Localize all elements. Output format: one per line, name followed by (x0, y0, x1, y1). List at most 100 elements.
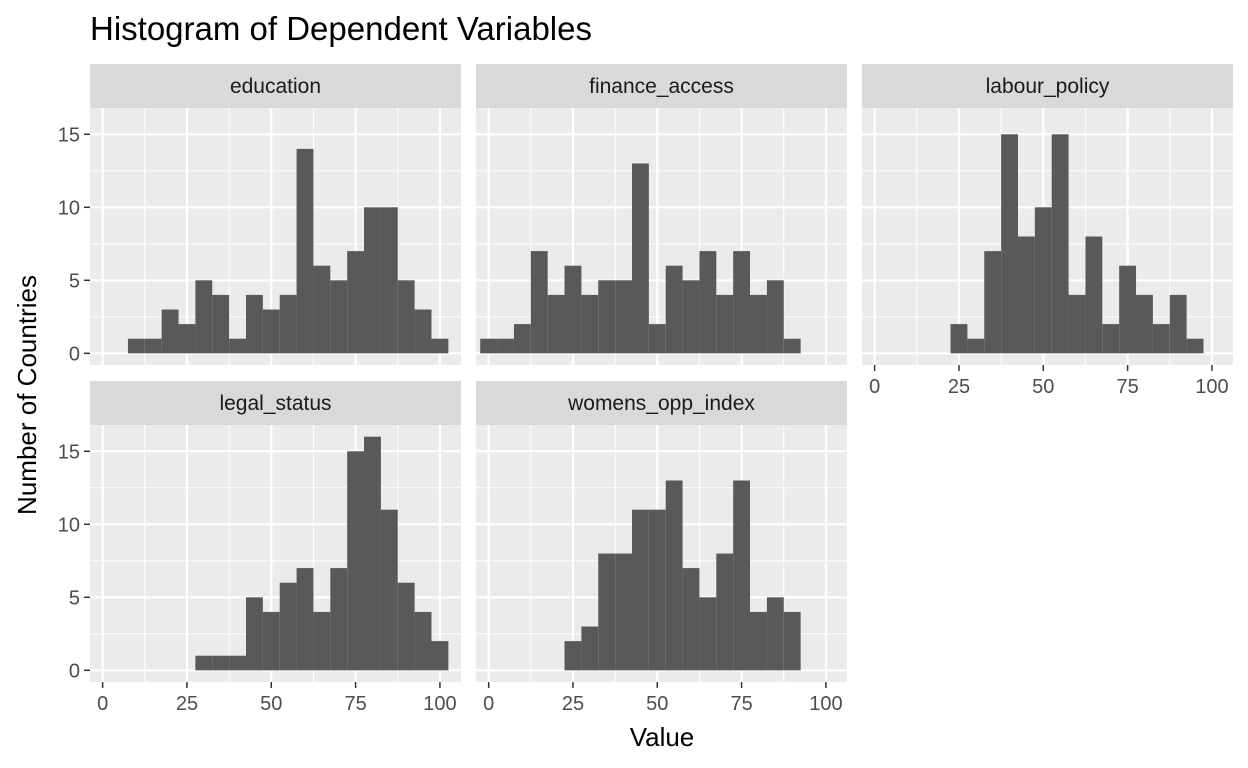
histogram-bar (245, 597, 263, 671)
histogram-bar (1085, 236, 1103, 354)
histogram-bar (195, 280, 213, 354)
facet-strip (476, 381, 847, 425)
x-axis-title: Value (630, 722, 695, 752)
histogram-bar (648, 324, 666, 354)
histogram-bar (161, 309, 179, 354)
histogram-bar (347, 451, 365, 671)
histogram-bar (682, 280, 700, 354)
histogram-bar (950, 324, 968, 354)
facet-strip (476, 64, 847, 108)
x-tick-label: 50 (646, 693, 668, 715)
histogram-bar (750, 611, 767, 671)
facet-strip-label: womens_opp_index (567, 392, 755, 415)
histogram-bar (1034, 207, 1052, 354)
histogram-bar (783, 338, 801, 354)
histogram-bar (984, 251, 1002, 354)
histogram-bar (682, 568, 700, 671)
histogram-bar (296, 568, 314, 671)
x-tick-label: 25 (948, 376, 970, 398)
y-tick-label: 5 (69, 587, 80, 609)
facet-education: education 0 5 10 15 (58, 64, 461, 365)
histogram-bar (530, 251, 548, 354)
facet-strip-label: finance_access (589, 75, 734, 98)
histogram-bar (631, 509, 649, 671)
histogram-bar (195, 655, 213, 671)
y-tick-label: 15 (58, 124, 80, 146)
histogram-bar (480, 338, 498, 354)
y-tick-label: 15 (58, 441, 80, 463)
histogram-bar (699, 251, 717, 354)
histogram-bar (716, 294, 734, 354)
histogram-bar (347, 251, 365, 354)
facet-strip (90, 381, 461, 425)
x-tick-label: 75 (344, 693, 366, 715)
facet-strip-label: labour_policy (986, 75, 1110, 98)
histogram-bar (598, 553, 616, 671)
histogram-bar (699, 597, 717, 671)
histogram-bar (279, 582, 297, 671)
histogram-bar (262, 611, 280, 671)
histogram-bar (967, 338, 985, 354)
facet-womens-opp-index: womens_opp_index 0 25 50 75 100 (476, 381, 847, 715)
x-tick-label: 50 (260, 693, 282, 715)
histogram-bar (212, 655, 230, 671)
histogram-bar (615, 280, 632, 354)
y-tick-label: 0 (69, 343, 80, 365)
x-tick-label: 25 (562, 693, 584, 715)
y-tick-label: 10 (58, 514, 80, 536)
histogram-bar (615, 553, 632, 671)
histogram-bar (330, 280, 348, 354)
histogram-bar (1051, 134, 1069, 354)
histogram-bar (414, 611, 432, 671)
x-tick-label: 100 (423, 693, 456, 715)
histogram-bar (1119, 265, 1137, 354)
histogram-bar (1152, 324, 1170, 354)
x-tick-label: 0 (97, 693, 108, 715)
histogram-bar (581, 294, 599, 354)
histogram-bar (598, 280, 616, 354)
facet-labour-policy: labour_policy 0 25 50 75 100 (862, 64, 1233, 398)
x-tick-label: 25 (176, 693, 198, 715)
histogram-bar (1169, 294, 1187, 354)
histogram-bar (380, 207, 398, 354)
x-tick-label: 0 (483, 693, 494, 715)
histogram-bar (212, 294, 230, 354)
histogram-bar (229, 655, 246, 671)
histogram-bar (431, 641, 449, 671)
y-axis-title: Number of Countries (12, 275, 42, 515)
histogram-bar (1186, 338, 1204, 354)
histogram-bar (380, 509, 398, 671)
facet-finance-access: finance_access (476, 64, 847, 365)
histogram-bar (665, 480, 683, 671)
histogram-bar (547, 294, 565, 354)
histogram-bar (513, 324, 531, 354)
histogram-bar (733, 480, 751, 671)
histogram-bar (497, 338, 514, 354)
histogram-bar (564, 265, 582, 354)
histogram-bar (581, 626, 599, 671)
histogram-bar (178, 324, 196, 354)
histogram-bar (733, 251, 751, 354)
facet-legal-status: legal_status 0 5 10 15 0 25 50 75 100 (58, 381, 461, 715)
x-tick-label: 100 (1195, 376, 1228, 398)
facet-strip-label: education (230, 75, 321, 98)
histogram-bar (144, 338, 162, 354)
histogram-bar (766, 280, 784, 354)
y-tick-label: 5 (69, 270, 80, 292)
histogram-bar (1001, 134, 1018, 354)
histogram-bar (564, 641, 582, 671)
histogram-bar (296, 148, 314, 354)
y-tick-label: 0 (69, 660, 80, 682)
histogram-bar (648, 509, 666, 671)
histogram-bar (783, 611, 801, 671)
x-tick-label: 75 (1116, 376, 1138, 398)
histogram-bar (1102, 324, 1120, 354)
chart-title: Histogram of Dependent Variables (90, 10, 592, 47)
histogram-bar (330, 568, 348, 671)
histogram-bar (716, 553, 734, 671)
histogram-bar (229, 338, 246, 354)
x-tick-label: 75 (730, 693, 752, 715)
histogram-bar (766, 597, 784, 671)
histogram-bar (313, 265, 331, 354)
